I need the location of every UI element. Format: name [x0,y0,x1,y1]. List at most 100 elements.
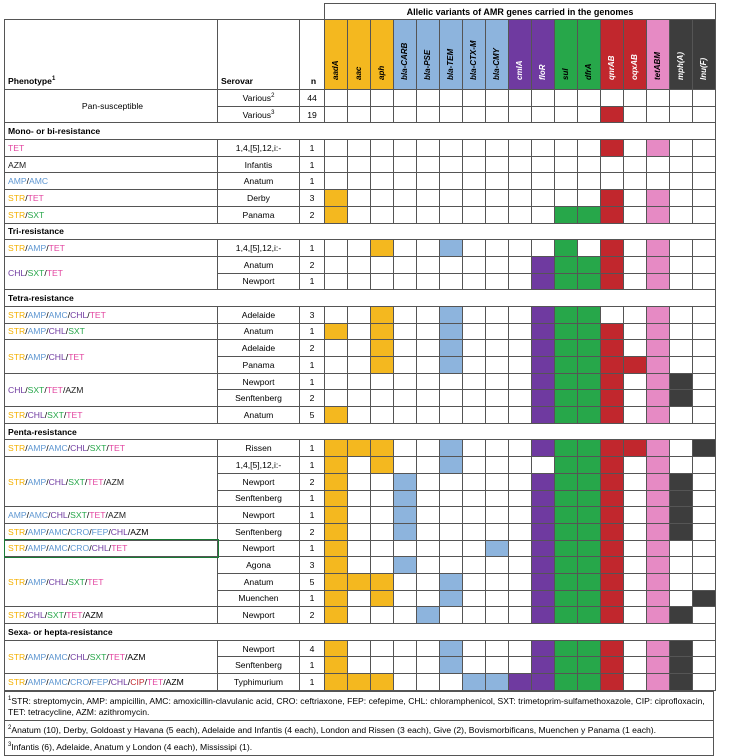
gene-absent-cell[interactable] [623,239,647,257]
gene-absent-cell[interactable] [324,272,348,291]
gene-absent-cell[interactable] [462,189,486,207]
gene-present-cell[interactable] [485,673,509,691]
gene-absent-cell[interactable] [692,389,716,408]
gene-present-cell[interactable] [577,539,601,558]
gene-present-cell[interactable] [347,673,371,691]
gene-absent-cell[interactable] [370,639,394,658]
gene-absent-cell[interactable] [462,89,486,107]
count-cell[interactable]: 2 [299,255,325,274]
gene-present-cell[interactable] [531,406,555,424]
gene-present-cell[interactable] [531,572,555,591]
serovar-cell[interactable]: Senftenberg [217,389,300,408]
gene-present-cell[interactable] [347,439,371,458]
gene-absent-cell[interactable] [485,372,509,391]
gene-present-cell[interactable] [531,506,555,524]
count-cell[interactable]: 3 [299,189,325,207]
gene-absent-cell[interactable] [623,105,647,124]
gene-absent-cell[interactable] [531,172,555,191]
gene-present-cell[interactable] [600,522,624,541]
phenotype-cell[interactable]: STR/CHL/SXT/TET [4,406,218,424]
serovar-cell[interactable]: Senftenberg [217,489,300,508]
gene-present-cell[interactable] [600,255,624,274]
gene-present-cell[interactable] [439,305,463,324]
gene-present-cell[interactable] [416,606,440,624]
gene-absent-cell[interactable] [393,239,417,257]
gene-absent-cell[interactable] [370,89,394,107]
gene-absent-cell[interactable] [347,389,371,408]
gene-absent-cell[interactable] [347,456,371,474]
phenotype-cell[interactable]: STR/AMP/CHL/TET [4,339,218,374]
gene-absent-cell[interactable] [416,589,440,608]
gene-absent-cell[interactable] [485,522,509,541]
gene-absent-cell[interactable] [416,239,440,257]
gene-absent-cell[interactable] [554,189,578,207]
gene-absent-cell[interactable] [416,105,440,124]
gene-absent-cell[interactable] [416,506,440,524]
gene-absent-cell[interactable] [462,656,486,675]
gene-absent-cell[interactable] [393,456,417,474]
gene-absent-cell[interactable] [416,305,440,324]
gene-absent-cell[interactable] [669,105,693,124]
phenotype-cell[interactable]: STR/AMP/AMC/CHL/SXT/TET [4,439,218,458]
gene-present-cell[interactable] [370,439,394,458]
gene-absent-cell[interactable] [347,506,371,524]
gene-absent-cell[interactable] [416,389,440,408]
gene-absent-cell[interactable] [485,305,509,324]
gene-absent-cell[interactable] [324,389,348,408]
gene-present-cell[interactable] [646,255,670,274]
count-cell[interactable]: 5 [299,572,325,591]
gene-absent-cell[interactable] [485,639,509,658]
gene-absent-cell[interactable] [669,356,693,374]
gene-absent-cell[interactable] [416,439,440,458]
gene-present-cell[interactable] [531,522,555,541]
gene-present-cell[interactable] [324,439,348,458]
gene-absent-cell[interactable] [462,522,486,541]
gene-present-cell[interactable] [669,472,693,491]
gene-present-cell[interactable] [439,572,463,591]
gene-absent-cell[interactable] [347,606,371,624]
serovar-cell[interactable]: Infantis [217,155,300,174]
gene-absent-cell[interactable] [485,89,509,107]
gene-present-cell[interactable] [554,556,578,574]
gene-present-cell[interactable] [531,255,555,274]
gene-absent-cell[interactable] [324,239,348,257]
serovar-cell[interactable]: Anatum [217,172,300,191]
gene-absent-cell[interactable] [669,172,693,191]
gene-absent-cell[interactable] [623,539,647,558]
gene-absent-cell[interactable] [646,105,670,124]
gene-present-cell[interactable] [554,656,578,675]
gene-absent-cell[interactable] [462,556,486,574]
gene-absent-cell[interactable] [508,506,532,524]
gene-absent-cell[interactable] [485,255,509,274]
gene-present-cell[interactable] [554,305,578,324]
gene-absent-cell[interactable] [416,139,440,157]
gene-absent-cell[interactable] [508,272,532,291]
gene-present-cell[interactable] [439,456,463,474]
gene-absent-cell[interactable] [370,105,394,124]
gene-absent-cell[interactable] [669,255,693,274]
gene-absent-cell[interactable] [508,356,532,374]
gene-absent-cell[interactable] [692,456,716,474]
gene-present-cell[interactable] [646,673,670,691]
gene-absent-cell[interactable] [669,89,693,107]
gene-absent-cell[interactable] [347,239,371,257]
gene-absent-cell[interactable] [416,539,440,558]
gene-present-cell[interactable] [439,339,463,357]
gene-absent-cell[interactable] [485,356,509,374]
gene-absent-cell[interactable] [623,305,647,324]
phenotype-cell[interactable]: CHL/SXT/TET/AZM [4,372,218,408]
gene-absent-cell[interactable] [393,322,417,341]
gene-present-cell[interactable] [600,105,624,124]
gene-present-cell[interactable] [324,656,348,675]
gene-absent-cell[interactable] [416,172,440,191]
gene-absent-cell[interactable] [692,572,716,591]
gene-absent-cell[interactable] [416,89,440,107]
gene-absent-cell[interactable] [508,539,532,558]
count-cell[interactable]: 19 [299,105,325,124]
gene-absent-cell[interactable] [623,406,647,424]
gene-absent-cell[interactable] [508,439,532,458]
gene-absent-cell[interactable] [462,155,486,174]
gene-absent-cell[interactable] [324,89,348,107]
gene-present-cell[interactable] [531,539,555,558]
gene-present-cell[interactable] [554,472,578,491]
